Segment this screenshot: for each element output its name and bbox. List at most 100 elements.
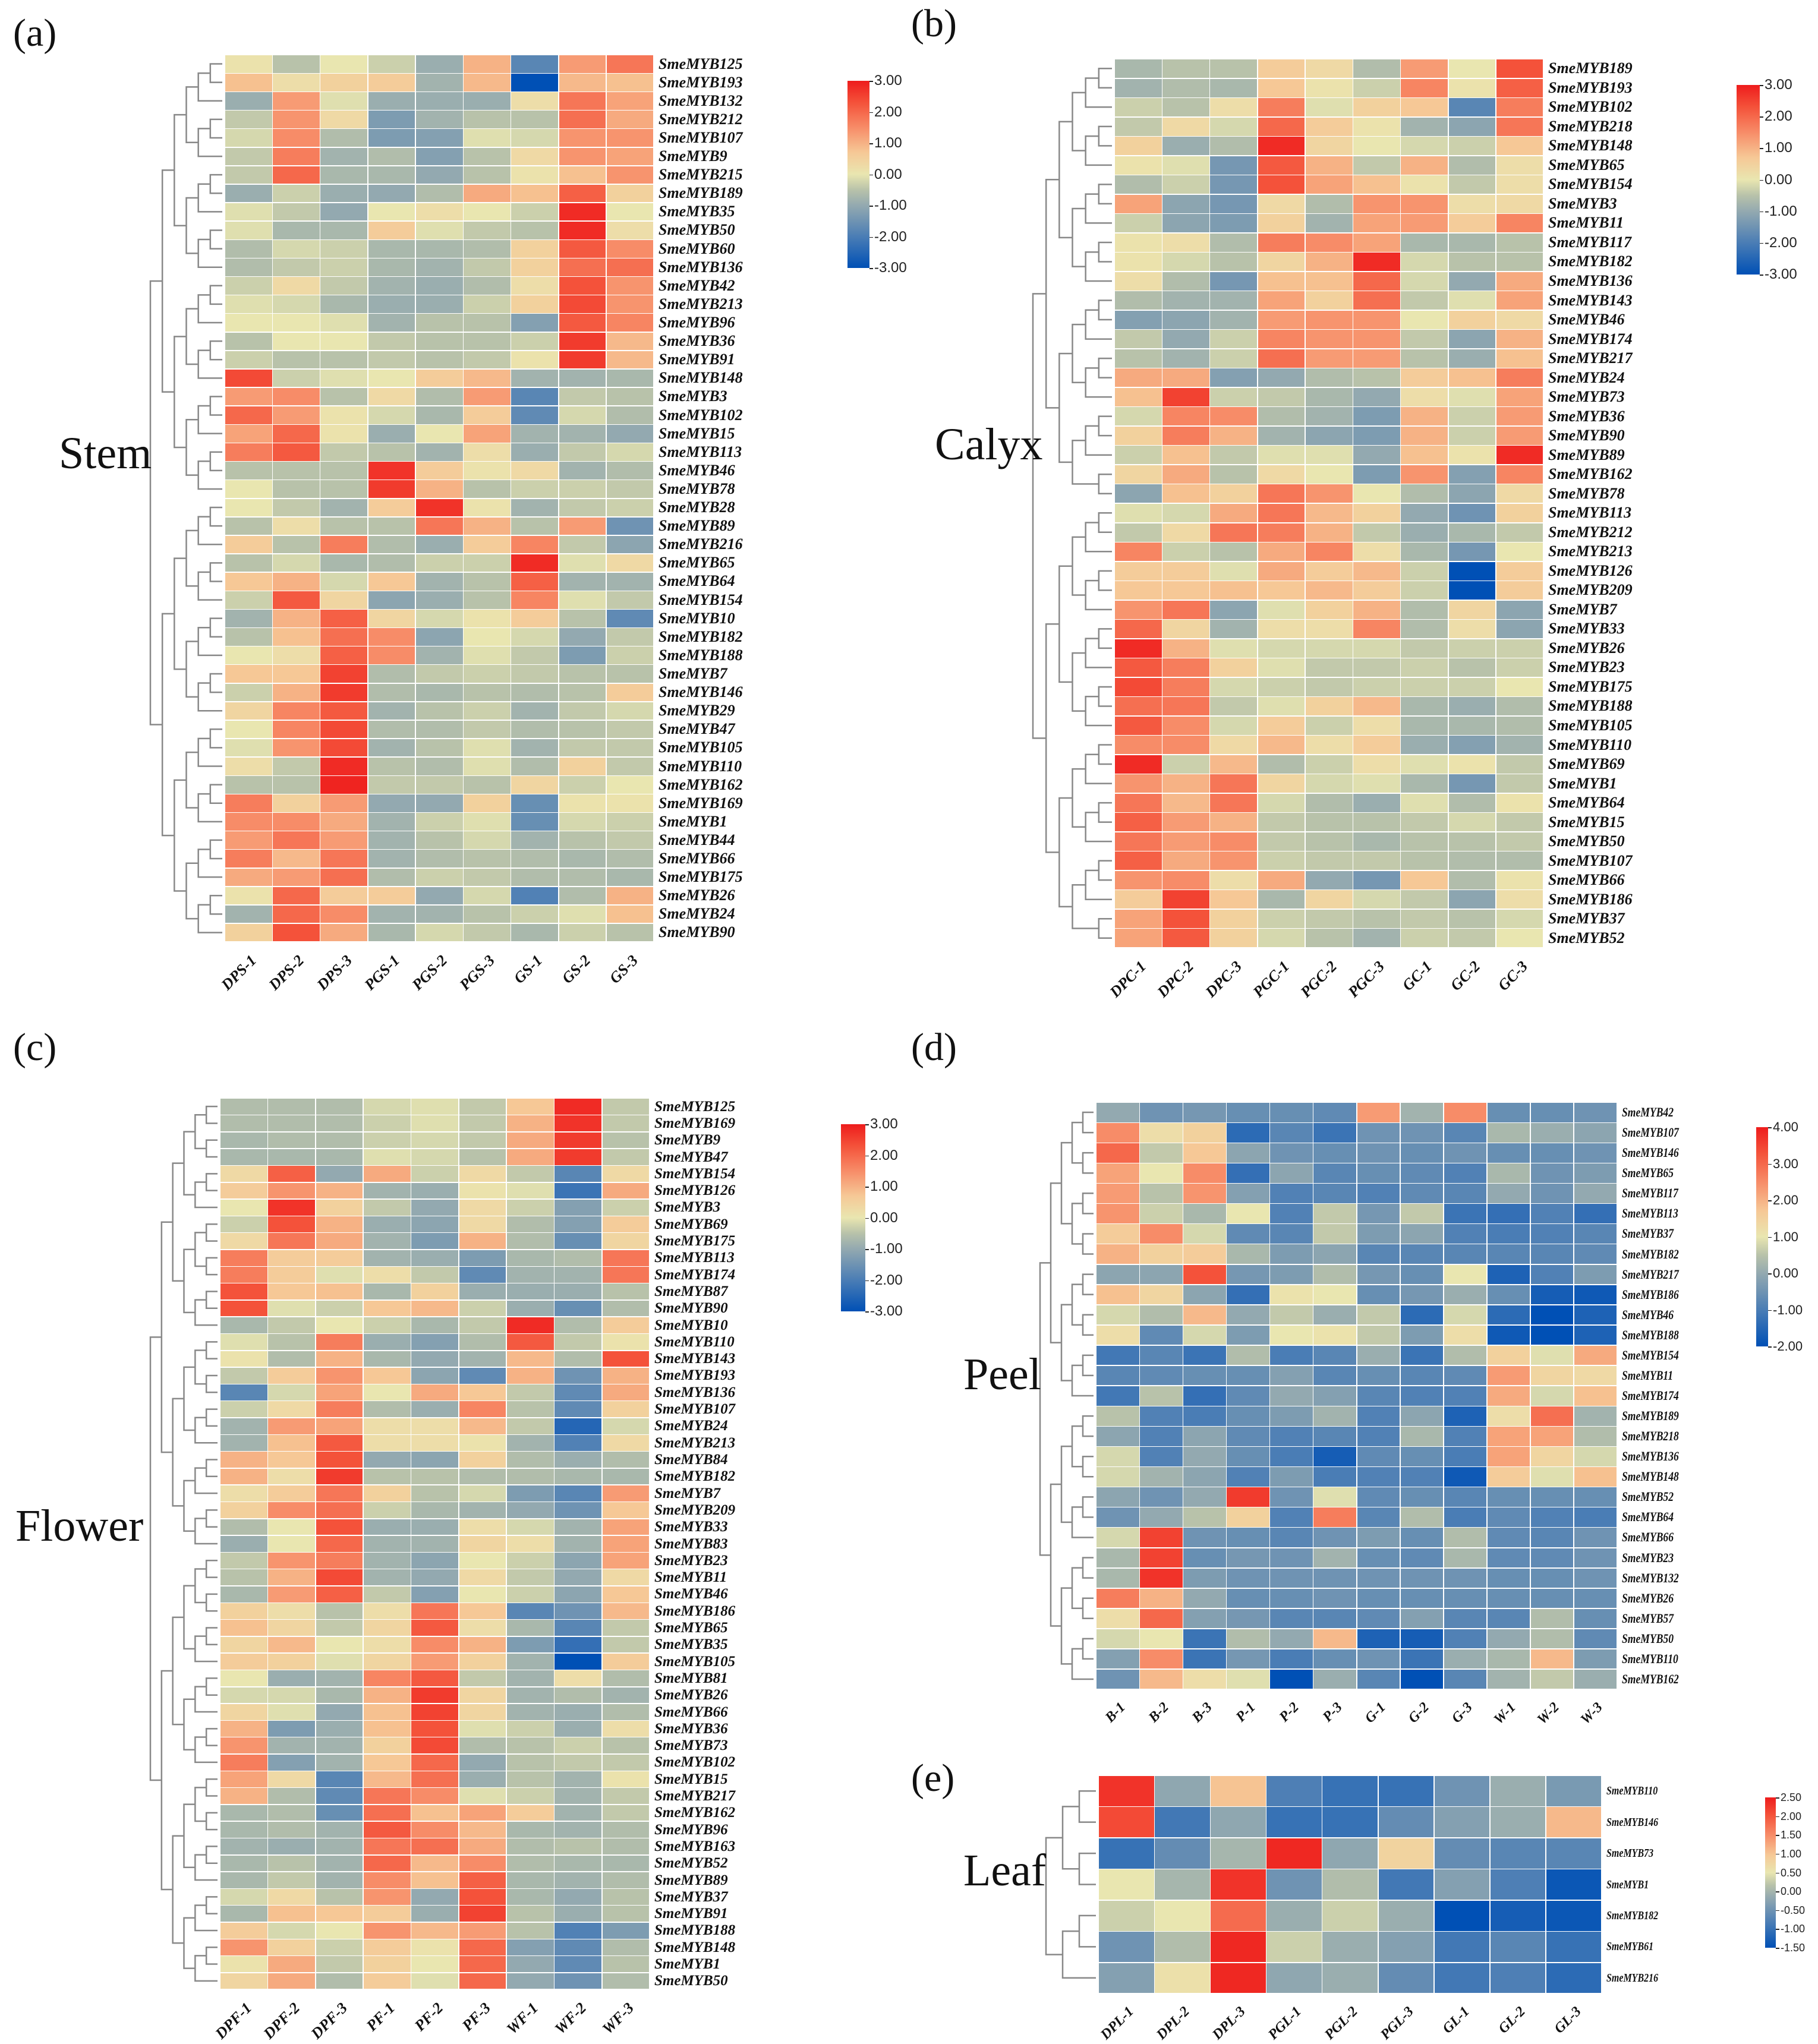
heatmap-cell (558, 332, 607, 351)
row-label: SmeMYB154 (654, 1165, 736, 1182)
heatmap-cell (1573, 1183, 1618, 1204)
heatmap-cell (1356, 1588, 1401, 1609)
heatmap-cell (601, 1771, 650, 1788)
heatmap-cell (367, 202, 416, 222)
heatmap-cell (1305, 97, 1353, 118)
dendrogram-branch (183, 1585, 196, 1650)
heatmap-cell (1257, 464, 1306, 484)
heatmap-cell (363, 1804, 411, 1822)
row-label: SmeMYB90 (654, 1300, 728, 1317)
heatmap-cell (1154, 1962, 1211, 1994)
heatmap-cell (558, 92, 607, 111)
heatmap-cell (1114, 464, 1162, 484)
heatmap-cell (320, 849, 368, 869)
heatmap-cell (415, 461, 464, 480)
dendrogram-branch (1098, 68, 1112, 89)
row-label: SmeMYB182 (654, 1468, 736, 1485)
heatmap-cell (463, 480, 511, 499)
heatmap-cell (225, 609, 273, 628)
heatmap-cell (606, 184, 654, 203)
row-label: SmeMYB73 (1548, 388, 1625, 406)
heatmap-cell (458, 1972, 507, 1990)
heatmap-cell (1183, 1183, 1227, 1204)
heatmap-cell (1448, 425, 1496, 446)
dendrogram-branch (1082, 1597, 1094, 1620)
heatmap-cell (1183, 1143, 1227, 1163)
heatmap-cell (1356, 1244, 1401, 1265)
heatmap-cell (1209, 310, 1258, 330)
heatmap-cell (1226, 1487, 1270, 1507)
heatmap-cell (554, 1182, 603, 1200)
heatmap-cell (1400, 232, 1449, 253)
heatmap-cell (1400, 445, 1449, 465)
heatmap-cell (1114, 271, 1162, 291)
heatmap-cell (601, 1367, 650, 1384)
heatmap-cell (1495, 812, 1544, 832)
row-label: SmeMYB52 (654, 1855, 728, 1872)
heatmap-cell (506, 1585, 554, 1603)
heatmap-cell (1269, 1487, 1313, 1507)
heatmap-cell (225, 831, 273, 850)
heatmap-cell (511, 535, 559, 554)
heatmap-cell (606, 165, 654, 185)
heatmap-cell (606, 202, 654, 222)
heatmap-cell (1495, 116, 1544, 137)
heatmap-cell (272, 812, 320, 831)
heatmap-calyx (1114, 59, 1544, 948)
heatmap-cell (506, 1148, 554, 1166)
heatmap-cell (1226, 1163, 1270, 1184)
dendrogram-branch (172, 1162, 184, 1282)
row-label: SmeMYB102 (1548, 98, 1633, 116)
heatmap-cell (411, 1703, 459, 1721)
heatmap-cell (1400, 175, 1449, 195)
heatmap-cell (1400, 1143, 1444, 1163)
heatmap-cell (601, 1922, 650, 1939)
heatmap-cell (225, 258, 273, 277)
heatmap-cell (320, 683, 368, 702)
heatmap-cell (1269, 1466, 1313, 1487)
heatmap-cell (1226, 1345, 1270, 1366)
heatmap-cell (367, 350, 416, 370)
heatmap-cell (220, 1720, 268, 1737)
heatmap-cell (1530, 1608, 1574, 1629)
heatmap-cell (320, 350, 368, 370)
heatmap-cell (1162, 484, 1210, 504)
heatmap-cell (463, 572, 511, 591)
heatmap-cell (1486, 1547, 1531, 1569)
heatmap-cell (411, 1165, 459, 1182)
heatmap-cell (463, 239, 511, 258)
heatmap-cell (1183, 1324, 1227, 1346)
heatmap-cell (267, 1266, 316, 1283)
heatmap-cell (1353, 581, 1401, 601)
heatmap-cell (363, 1333, 411, 1351)
heatmap-cell (363, 1737, 411, 1755)
row-label: SmeMYB175 (1548, 677, 1633, 695)
heatmap-flower (220, 1098, 650, 1990)
heatmap-cell (511, 923, 559, 942)
heatmap-cell (315, 1216, 364, 1233)
heatmap-cell (1305, 445, 1353, 465)
colorbar-tick-label: 1.00 (1765, 140, 1792, 156)
dendrogram-branch (1078, 1914, 1096, 1948)
heatmap-cell (315, 1972, 364, 1990)
heatmap-cell (415, 756, 464, 776)
heatmap-cell (320, 332, 368, 351)
heatmap-cell (1495, 484, 1544, 504)
heatmap-cell (606, 646, 654, 665)
dendrogram-branch (197, 571, 222, 601)
heatmap-cell (511, 128, 559, 147)
dendrogram-branch (209, 506, 222, 527)
heatmap-cell (1530, 1487, 1574, 1507)
heatmap-cell (320, 572, 368, 591)
heatmap-cell (367, 220, 416, 240)
heatmap-cell (267, 1703, 316, 1721)
heatmap-cell (1400, 1466, 1444, 1487)
heatmap-cell (1257, 368, 1306, 388)
heatmap-cell (1096, 1567, 1140, 1589)
heatmap-cell (1433, 1869, 1491, 1901)
dendrogram-branch (205, 1341, 218, 1359)
heatmap-cell (458, 1737, 507, 1755)
heatmap-cell (1356, 1304, 1401, 1326)
heatmap-cell (1400, 1244, 1444, 1265)
heatmap-cell (1266, 1869, 1322, 1901)
